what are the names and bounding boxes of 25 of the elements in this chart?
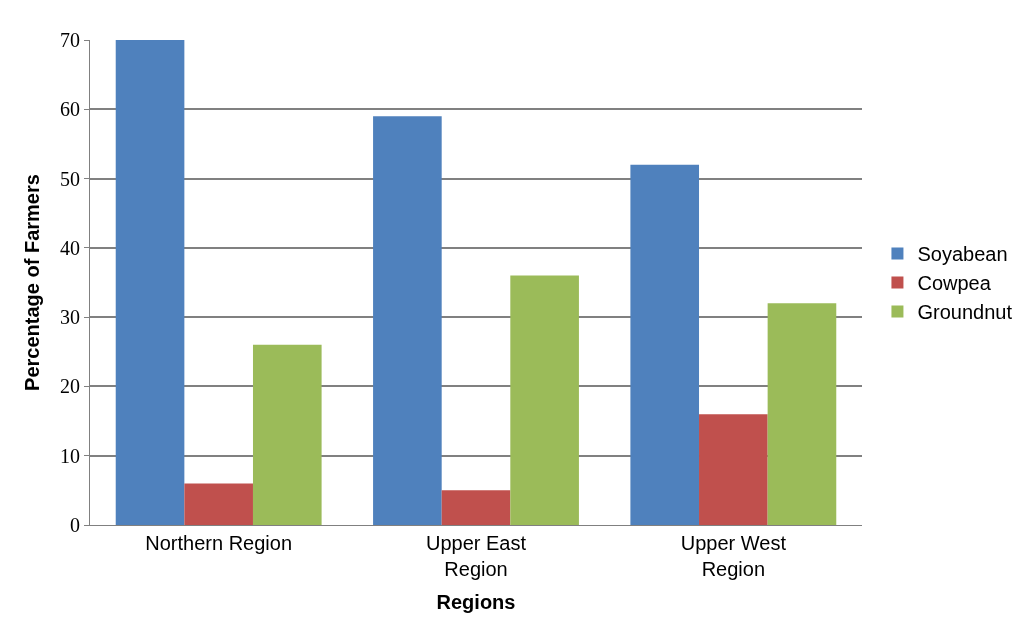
y-tick-label: 40 — [60, 236, 80, 259]
y-tick-label: 10 — [60, 444, 80, 467]
y-tick-label: 50 — [60, 167, 80, 190]
bar — [252, 344, 322, 525]
bar — [441, 490, 511, 525]
bar — [767, 303, 837, 525]
bar — [115, 40, 185, 525]
y-tick-label: 30 — [60, 306, 80, 329]
y-tick-label: 0 — [70, 514, 80, 536]
legend-label: Soyabean — [917, 243, 1008, 266]
bar — [184, 483, 253, 525]
bar — [699, 414, 768, 525]
bar — [510, 275, 579, 525]
x-tick-label: Upper West Region — [680, 532, 787, 580]
x-tick-label: Upper East Region — [425, 532, 527, 580]
y-axis-title: Percentage of Farmers — [20, 174, 43, 391]
bar — [373, 116, 442, 525]
legend-label: Groundnut — [917, 301, 1013, 324]
legend-label: Cowpea — [917, 272, 992, 295]
bar — [630, 164, 700, 525]
y-tick-label: 60 — [60, 98, 80, 121]
y-tick-label: 70 — [60, 29, 80, 51]
y-tick-label: 20 — [60, 375, 80, 398]
x-tick-label: Northern Region — [145, 532, 293, 554]
x-axis-title: Regions — [436, 590, 516, 613]
